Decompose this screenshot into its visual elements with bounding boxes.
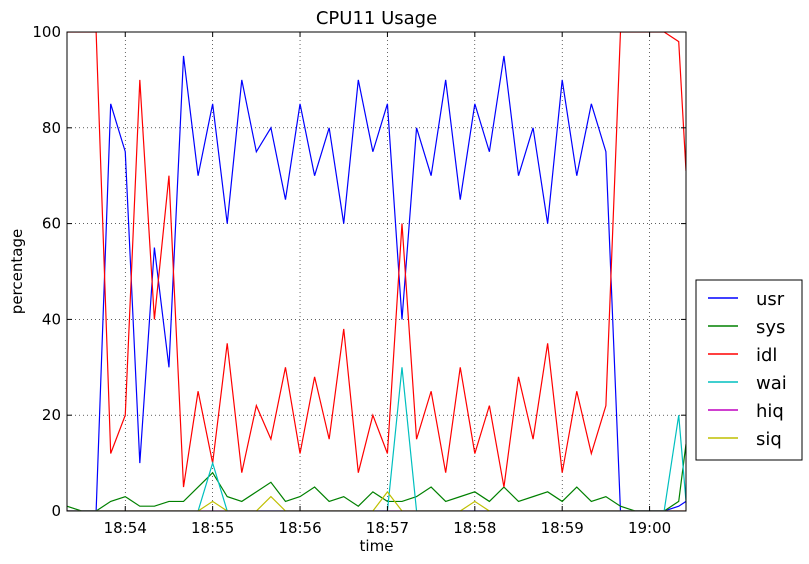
legend-label-usr: usr: [756, 289, 785, 310]
legend-label-hiq: hiq: [756, 401, 784, 422]
y-tick-label: 40: [42, 310, 61, 328]
axis-ticks: 18:54 18:55 18:56 18:57 18:58 18:59 19:00 0 20 40…: [32, 23, 686, 537]
x-axis-label: time: [360, 537, 394, 555]
series-line-siq: [67, 490, 686, 511]
legend: usr sys idl wai hiq siq: [695, 279, 803, 461]
grid-lines: [67, 31, 686, 512]
legend-label-siq: siq: [756, 429, 782, 450]
x-tick-label: 18:58: [453, 519, 496, 537]
x-tick-label: 18:56: [278, 519, 321, 537]
y-tick-label: 20: [42, 406, 61, 424]
x-tick-label: 18:54: [104, 519, 147, 537]
chart-title: CPU11 Usage: [316, 8, 437, 29]
y-tick-label: 80: [42, 119, 61, 137]
x-tick-label: 19:00: [628, 519, 671, 537]
series-line-usr: [67, 55, 686, 511]
x-tick-label: 18:55: [191, 519, 234, 537]
y-tick-label: 0: [51, 502, 61, 520]
legend-label-sys: sys: [756, 317, 785, 338]
series-line-wai: [67, 367, 686, 511]
legend-label-wai: wai: [756, 373, 787, 394]
plot-series: [67, 32, 686, 511]
y-axis-label: percentage: [8, 229, 26, 314]
x-tick-label: 18:59: [541, 519, 584, 537]
x-tick-label: 18:57: [366, 519, 409, 537]
series-line-idl: [67, 32, 686, 488]
legend-box: [695, 279, 803, 461]
y-tick-label: 60: [42, 215, 61, 233]
legend-label-idl: idl: [756, 345, 777, 366]
series-line-sys: [67, 443, 686, 511]
plot-frame: [66, 31, 687, 512]
y-tick-label: 100: [32, 23, 61, 41]
